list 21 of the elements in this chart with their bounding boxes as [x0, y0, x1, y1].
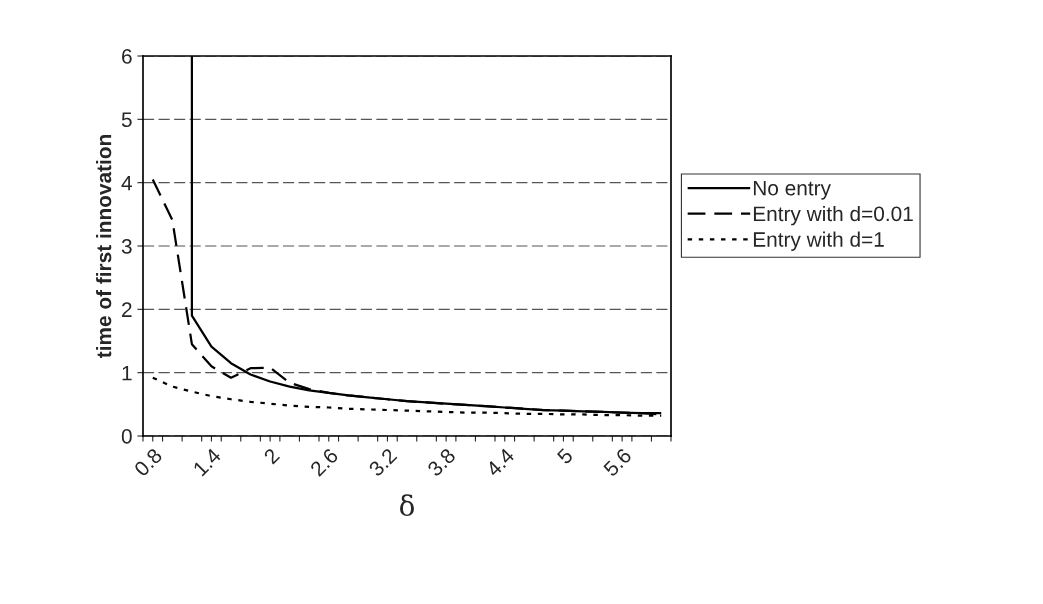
y-tick-label: 5	[121, 112, 132, 128]
y-tick-label: 3	[121, 239, 132, 254]
x-tick-label: 3.2	[367, 447, 398, 478]
x-tick-label: 2	[263, 447, 281, 465]
y-tick-label: 2	[122, 302, 132, 317]
y-tick-label: 6	[122, 49, 132, 64]
y-tick-label: 0	[121, 429, 132, 444]
legend-label: No entry	[753, 180, 831, 200]
x-tick-label: 5.6	[602, 447, 633, 478]
x-tick-label: 2.6	[309, 447, 339, 477]
x-tick-label: 4.4	[485, 447, 516, 478]
y-axis-title: time of first innovation	[96, 135, 112, 359]
y-tick-label: 1	[122, 365, 132, 381]
x-axis-title: δ	[400, 494, 414, 517]
y-tick-label: 4	[121, 175, 132, 191]
x-tick-label: 3.8	[426, 447, 457, 478]
x-tick-label: 5	[556, 447, 574, 465]
x-tick-label: 0.8	[133, 447, 163, 478]
legend-label: Entry with d=1	[753, 231, 884, 251]
legend-label: Entry with d=0.01	[753, 205, 913, 226]
x-tick-label: 1.4	[192, 447, 222, 477]
